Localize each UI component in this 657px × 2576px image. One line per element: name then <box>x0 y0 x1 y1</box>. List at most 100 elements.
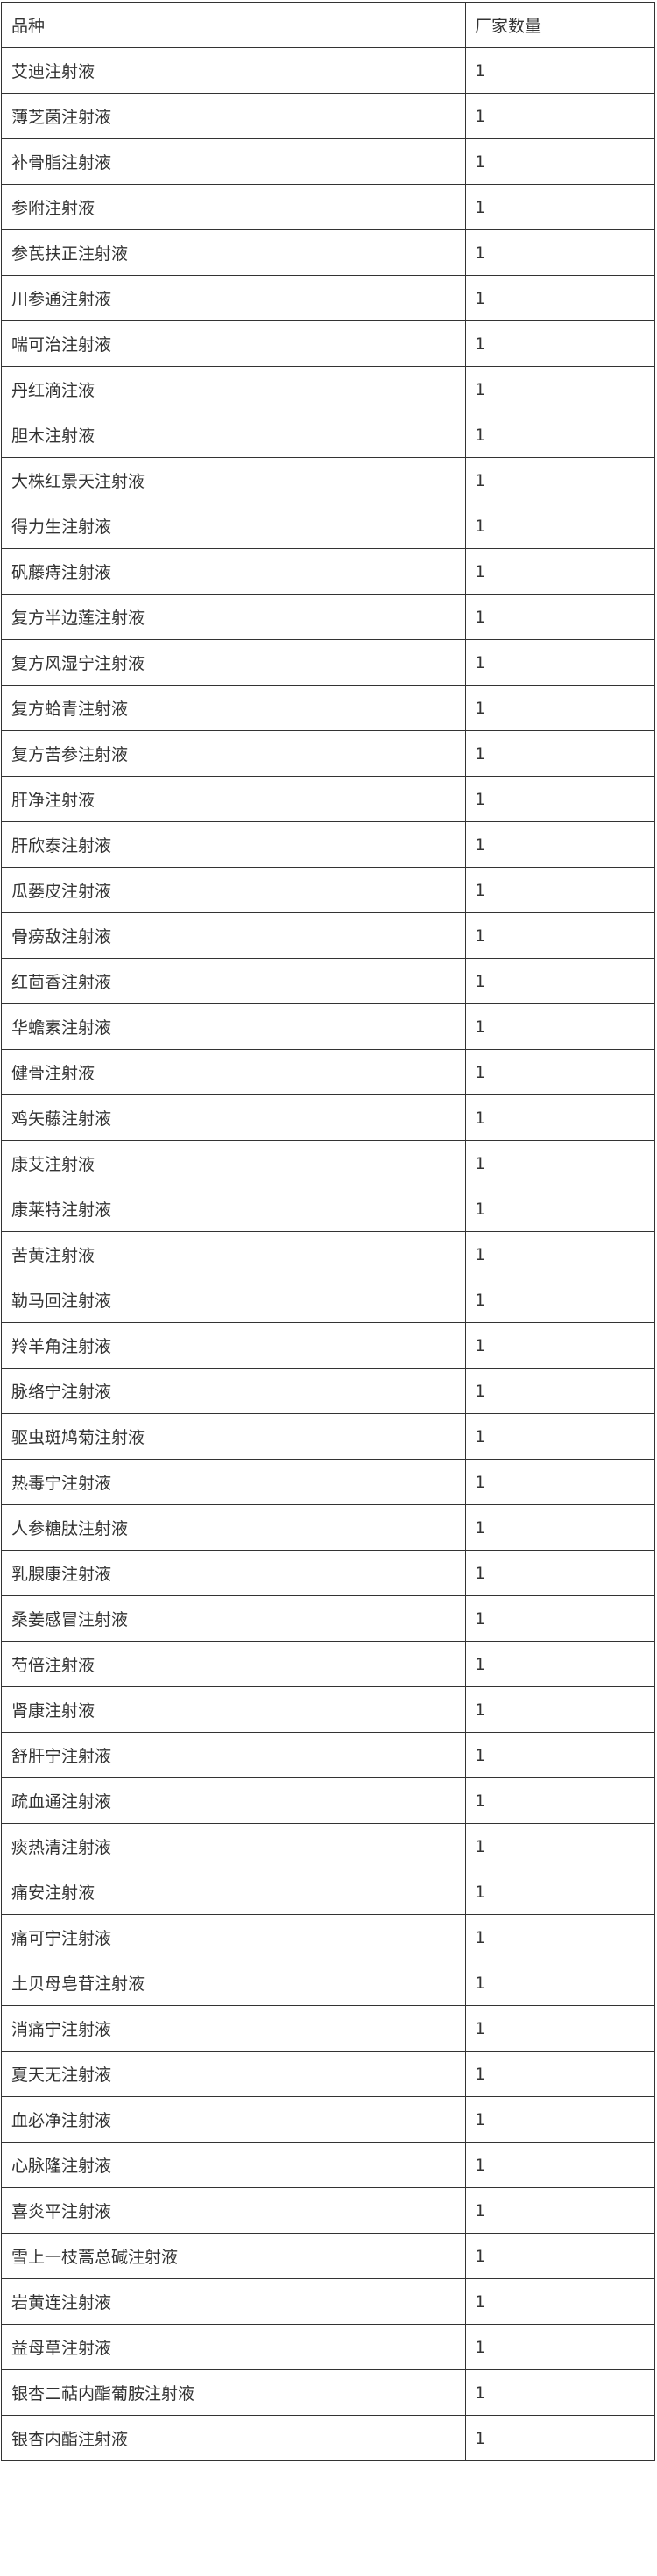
table-row: 益母草注射液 1 <box>1 2324 655 2370</box>
manufacturer-count-cell: 1 <box>465 1823 655 1869</box>
manufacturer-count-cell: 1 <box>465 1550 655 1596</box>
table-row: 红茴香注射液 1 <box>1 958 655 1004</box>
variety-cell: 人参糖肽注射液 <box>1 1504 466 1551</box>
table-row: 勒马回注射液 1 <box>1 1277 655 1323</box>
variety-cell: 疏血通注射液 <box>1 1777 466 1824</box>
manufacturer-count-cell: 1 <box>465 594 655 640</box>
manufacturer-count-cell: 1 <box>465 958 655 1004</box>
variety-cell: 大株红景天注射液 <box>1 457 466 503</box>
variety-cell: 胆木注射液 <box>1 412 466 458</box>
table-row: 心脉隆注射液 1 <box>1 2142 655 2188</box>
manufacturer-count-cell: 1 <box>465 2005 655 2052</box>
table-row: 复方苦参注射液 1 <box>1 730 655 777</box>
manufacturer-count-cell: 1 <box>465 93 655 139</box>
variety-cell: 心脉隆注射液 <box>1 2142 466 2188</box>
manufacturer-count-cell: 1 <box>465 275 655 321</box>
manufacturer-count-cell: 1 <box>465 503 655 549</box>
table-row: 土贝母皂苷注射液 1 <box>1 1960 655 2006</box>
variety-cell: 痛安注射液 <box>1 1869 466 1915</box>
table-row: 血必净注射液 1 <box>1 2096 655 2143</box>
table-row: 胆木注射液 1 <box>1 412 655 458</box>
table-row: 复方蛤青注射液 1 <box>1 685 655 731</box>
variety-cell: 参芪扶正注射液 <box>1 229 466 276</box>
manufacturer-count-cell: 1 <box>465 685 655 731</box>
manufacturer-count-cell: 1 <box>465 2187 655 2234</box>
manufacturer-count-cell: 1 <box>465 548 655 595</box>
table-row: 岩黄连注射液 1 <box>1 2278 655 2325</box>
variety-cell: 康艾注射液 <box>1 1140 466 1186</box>
header-manufacturer-count: 厂家数量 <box>465 2 655 48</box>
variety-cell: 肝净注射液 <box>1 776 466 822</box>
manufacturer-count-cell: 1 <box>465 639 655 686</box>
table-row: 参芪扶正注射液 1 <box>1 229 655 276</box>
table-row: 得力生注射液 1 <box>1 503 655 549</box>
table-row: 肾康注射液 1 <box>1 1686 655 1733</box>
header-variety: 品种 <box>1 2 466 48</box>
variety-cell: 华蟾素注射液 <box>1 1003 466 1050</box>
table-row: 川参通注射液 1 <box>1 275 655 321</box>
table-row: 健骨注射液 1 <box>1 1049 655 1095</box>
variety-cell: 丹红滴注液 <box>1 366 466 412</box>
variety-cell: 乳腺康注射液 <box>1 1550 466 1596</box>
table-row: 驱虫斑鸠菊注射液 1 <box>1 1413 655 1460</box>
table-row: 大株红景天注射液 1 <box>1 457 655 503</box>
manufacturer-count-cell: 1 <box>465 2278 655 2325</box>
table-row: 桑姜感冒注射液 1 <box>1 1595 655 1642</box>
manufacturer-count-cell: 1 <box>465 366 655 412</box>
variety-cell: 驱虫斑鸠菊注射液 <box>1 1413 466 1460</box>
variety-cell: 喜炎平注射液 <box>1 2187 466 2234</box>
table-row: 夏天无注射液 1 <box>1 2051 655 2097</box>
table-row: 华蟾素注射液 1 <box>1 1003 655 1050</box>
table-row: 乳腺康注射液 1 <box>1 1550 655 1596</box>
manufacturer-count-cell: 1 <box>465 1960 655 2006</box>
manufacturer-count-cell: 1 <box>465 229 655 276</box>
table-row: 骨痨敌注射液 1 <box>1 912 655 959</box>
manufacturer-count-cell: 1 <box>465 1686 655 1733</box>
manufacturer-count-cell: 1 <box>465 730 655 777</box>
manufacturer-count-cell: 1 <box>465 2369 655 2416</box>
manufacturer-count-cell: 1 <box>465 1094 655 1141</box>
variety-cell: 红茴香注射液 <box>1 958 466 1004</box>
table-row: 痛安注射液 1 <box>1 1869 655 1915</box>
manufacturer-count-cell: 1 <box>465 1049 655 1095</box>
table-row: 痛可宁注射液 1 <box>1 1914 655 1960</box>
variety-cell: 得力生注射液 <box>1 503 466 549</box>
variety-cell: 土贝母皂苷注射液 <box>1 1960 466 2006</box>
variety-cell: 夏天无注射液 <box>1 2051 466 2097</box>
variety-cell: 舒肝宁注射液 <box>1 1732 466 1778</box>
table-row: 脉络宁注射液 1 <box>1 1368 655 1414</box>
variety-cell: 益母草注射液 <box>1 2324 466 2370</box>
variety-cell: 瓜蒌皮注射液 <box>1 867 466 913</box>
table-row: 瓜蒌皮注射液 1 <box>1 867 655 913</box>
manufacturer-count-cell: 1 <box>465 457 655 503</box>
manufacturer-count-cell: 1 <box>465 2415 655 2461</box>
manufacturer-count-cell: 1 <box>465 1277 655 1323</box>
table-row: 矾藤痔注射液 1 <box>1 548 655 595</box>
table-row: 雪上一枝蒿总碱注射液 1 <box>1 2233 655 2279</box>
manufacturer-count-cell: 1 <box>465 47 655 94</box>
table-row: 补骨脂注射液 1 <box>1 138 655 185</box>
manufacturer-count-cell: 1 <box>465 1914 655 1960</box>
variety-cell: 消痛宁注射液 <box>1 2005 466 2052</box>
variety-cell: 骨痨敌注射液 <box>1 912 466 959</box>
table-row: 银杏内酯注射液 1 <box>1 2415 655 2461</box>
table-row: 鸡矢藤注射液 1 <box>1 1094 655 1141</box>
variety-cell: 雪上一枝蒿总碱注射液 <box>1 2233 466 2279</box>
table-row: 疏血通注射液 1 <box>1 1777 655 1824</box>
manufacturer-count-cell: 1 <box>465 867 655 913</box>
manufacturer-count-cell: 1 <box>465 821 655 868</box>
variety-cell: 肾康注射液 <box>1 1686 466 1733</box>
table-row: 复方半边莲注射液 1 <box>1 594 655 640</box>
table-row: 肝净注射液 1 <box>1 776 655 822</box>
manufacturer-count-cell: 1 <box>465 912 655 959</box>
variety-cell: 薄芝菌注射液 <box>1 93 466 139</box>
variety-cell: 芍倍注射液 <box>1 1641 466 1687</box>
manufacturer-count-cell: 1 <box>465 412 655 458</box>
variety-cell: 复方蛤青注射液 <box>1 685 466 731</box>
variety-cell: 岩黄连注射液 <box>1 2278 466 2325</box>
table-row: 康莱特注射液 1 <box>1 1186 655 1232</box>
manufacturer-count-cell: 1 <box>465 2324 655 2370</box>
variety-cell: 川参通注射液 <box>1 275 466 321</box>
variety-cell: 血必净注射液 <box>1 2096 466 2143</box>
table-row: 消痛宁注射液 1 <box>1 2005 655 2052</box>
